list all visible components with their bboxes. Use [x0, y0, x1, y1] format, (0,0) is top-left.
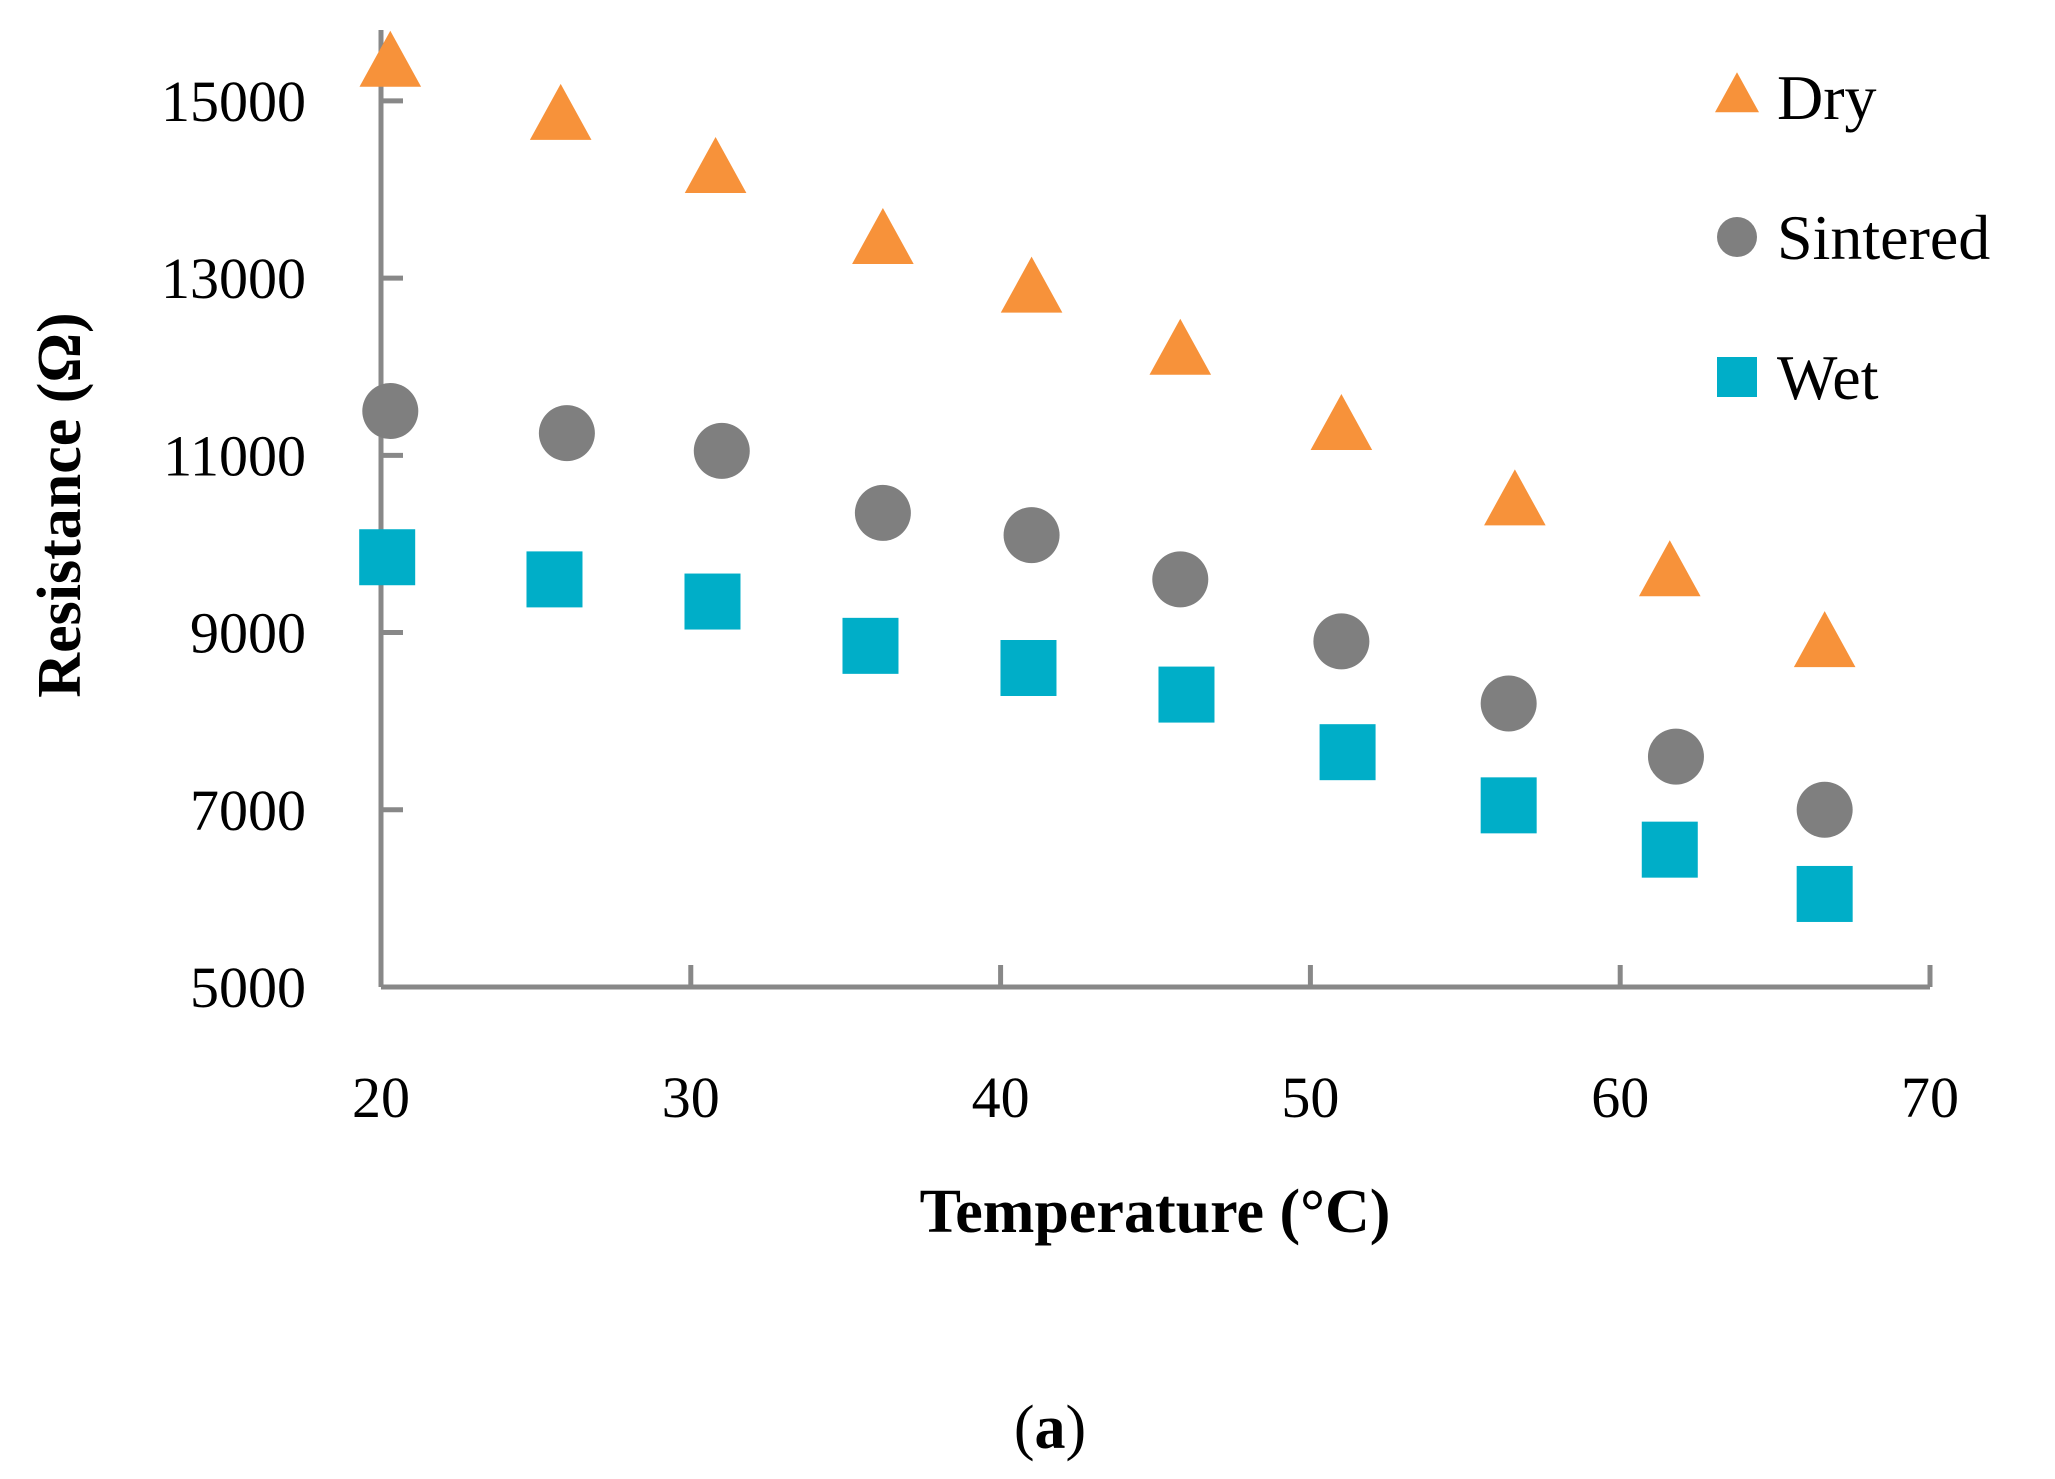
dry-point	[1638, 540, 1701, 597]
dry-point	[1310, 394, 1373, 451]
legend: Dry Sintered Wet	[1715, 62, 1990, 413]
sintered-point	[1480, 675, 1537, 732]
sintered-point	[362, 383, 419, 440]
x-axis-title: Temperature (°C)	[920, 1178, 1391, 1246]
x-tick-label: 50	[1281, 1065, 1339, 1130]
axes: 20 30 40 50 60 70 5000 7000 9000 11000 13000 15000	[161, 30, 1959, 1130]
legend-label-sintered: Sintered	[1777, 202, 1990, 273]
data-marks	[359, 30, 1856, 922]
y-tick-label: 13000	[161, 246, 306, 311]
x-tick-label: 40	[972, 1065, 1030, 1130]
caption-open: (	[1014, 1394, 1035, 1462]
y-tick-label: 11000	[163, 423, 306, 488]
dry-point	[359, 30, 422, 87]
series-sintered	[362, 383, 1853, 838]
wet-point	[684, 573, 741, 630]
wet-point	[359, 529, 416, 586]
dry-point	[684, 137, 747, 194]
x-tick-label: 60	[1591, 1065, 1649, 1130]
wet-point	[1480, 777, 1537, 834]
sintered-point	[854, 484, 911, 541]
y-axis-title: Resistance (Ω)	[26, 312, 94, 697]
legend-circle-marker	[1717, 217, 1757, 257]
wet-point	[1796, 865, 1853, 922]
caption-letter: a	[1035, 1394, 1066, 1462]
sintered-point	[1152, 551, 1209, 608]
wet-point	[1319, 724, 1376, 781]
caption-close: )	[1066, 1394, 1087, 1462]
wet-point	[1641, 821, 1698, 878]
sintered-point	[1313, 613, 1370, 670]
wet-point	[842, 617, 899, 674]
wet-point	[1000, 640, 1057, 696]
x-tick-label: 30	[662, 1065, 720, 1130]
wet-point	[1158, 666, 1215, 723]
sintered-point	[1647, 728, 1704, 785]
dry-point	[1793, 611, 1856, 668]
dry-point	[529, 83, 592, 140]
legend-entry-dry: Dry	[1715, 62, 1877, 133]
series-dry	[359, 30, 1856, 668]
legend-entry-sintered: Sintered	[1717, 202, 1990, 273]
y-tick-label: 7000	[190, 778, 306, 843]
x-tick-label: 20	[352, 1065, 410, 1130]
figure-caption: (a)	[1014, 1394, 1086, 1462]
sintered-point	[538, 405, 595, 462]
y-tick-label: 15000	[161, 69, 306, 134]
legend-square-marker	[1717, 357, 1757, 397]
y-tick-label: 5000	[190, 955, 306, 1020]
dry-point	[1149, 318, 1212, 375]
series-wet	[359, 529, 1853, 922]
x-tick-label: 70	[1901, 1065, 1959, 1130]
sintered-point	[693, 422, 750, 479]
sintered-point	[1796, 781, 1853, 838]
legend-label-dry: Dry	[1777, 62, 1877, 133]
sintered-point	[1003, 507, 1060, 564]
dry-point	[852, 207, 914, 264]
wet-point	[526, 551, 583, 608]
legend-triangle-marker	[1715, 72, 1759, 113]
dry-point	[1000, 256, 1063, 313]
legend-label-wet: Wet	[1777, 342, 1879, 413]
y-tick-label: 9000	[190, 601, 306, 666]
dry-point	[1484, 469, 1546, 526]
legend-entry-wet: Wet	[1717, 342, 1879, 413]
